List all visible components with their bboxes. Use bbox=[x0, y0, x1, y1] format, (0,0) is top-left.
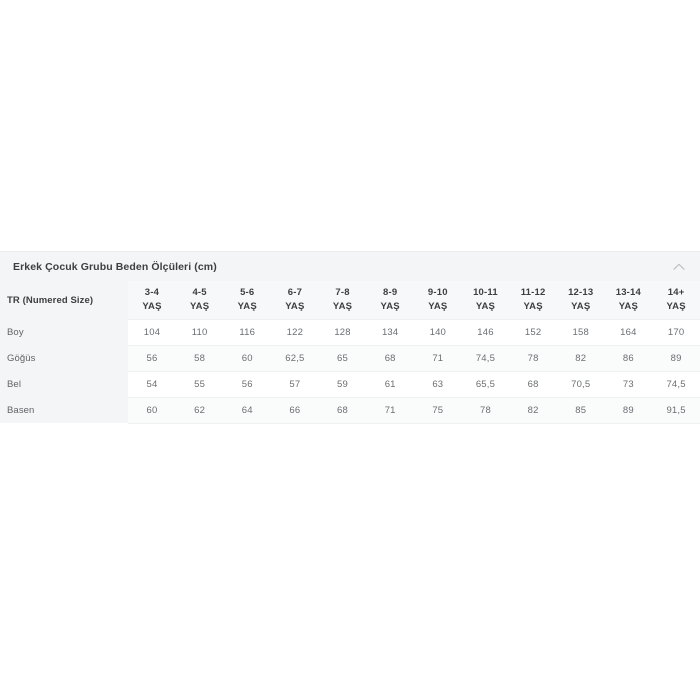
page-title: Erkek Çocuk Grubu Beden Ölçüleri (cm) bbox=[13, 260, 217, 273]
table-row: Bel 54 55 56 57 59 61 63 65,5 68 70,5 73… bbox=[0, 370, 700, 397]
measurement-cell: 62 bbox=[175, 396, 224, 424]
measurement-cell: 170 bbox=[652, 318, 700, 345]
age-range-label: 8-9 bbox=[383, 286, 398, 298]
measurement-cell: 59 bbox=[318, 370, 367, 397]
measurement-cell: 110 bbox=[175, 318, 224, 345]
measurement-cell: 78 bbox=[509, 344, 557, 371]
measurement-cell: 86 bbox=[604, 344, 653, 371]
age-range-label: 10-11 bbox=[473, 286, 498, 298]
measurement-cell: 158 bbox=[556, 318, 605, 345]
measurement-cell: 70,5 bbox=[556, 370, 605, 397]
row-label: Göğüs bbox=[0, 345, 129, 371]
age-unit-label: YAŞ bbox=[428, 300, 448, 312]
measurement-cell: 66 bbox=[271, 396, 319, 424]
age-range-label: 7-8 bbox=[335, 286, 350, 298]
column-header-age: 6-7 YAŞ bbox=[271, 281, 319, 319]
measurement-cell: 63 bbox=[414, 370, 462, 397]
table-header-row: TR (Numered Size) 3-4 YAŞ 4-5 YAŞ 5-6 YA… bbox=[0, 281, 700, 319]
column-header-age: 12-13 YAŞ bbox=[556, 281, 605, 319]
age-range-label: 12-13 bbox=[568, 286, 594, 298]
measurement-cell: 140 bbox=[414, 318, 462, 345]
measurement-cell: 146 bbox=[461, 318, 510, 345]
age-unit-label: YAŞ bbox=[571, 300, 591, 312]
age-unit-label: YAŞ bbox=[475, 300, 496, 312]
measurement-cell: 85 bbox=[556, 396, 605, 424]
column-header-age: 9-10 YAŞ bbox=[414, 281, 462, 319]
age-range-label: 5-6 bbox=[240, 286, 255, 298]
table-row: Boy 104 110 116 122 128 134 140 146 152 … bbox=[0, 318, 700, 345]
column-header-age: 13-14 YAŞ bbox=[604, 281, 653, 319]
measurement-cell: 64 bbox=[223, 396, 272, 424]
column-header-age: 8-9 YAŞ bbox=[366, 281, 414, 319]
age-unit-label: YAŞ bbox=[189, 300, 210, 312]
measurement-cell: 104 bbox=[128, 318, 176, 345]
column-header-age: 5-6 YAŞ bbox=[223, 281, 272, 319]
measurement-cell: 152 bbox=[509, 318, 557, 345]
row-label: Bel bbox=[0, 371, 129, 397]
measurement-cell: 78 bbox=[461, 396, 510, 424]
measurement-cell: 58 bbox=[175, 344, 224, 371]
measurement-cell: 55 bbox=[175, 370, 224, 397]
measurement-cell: 122 bbox=[271, 318, 319, 345]
age-range-label: 4-5 bbox=[192, 286, 207, 298]
age-unit-label: YAŞ bbox=[142, 300, 162, 312]
measurement-cell: 65 bbox=[318, 344, 367, 371]
age-range-label: 14+ bbox=[667, 286, 685, 298]
column-header-age: 4-5 YAŞ bbox=[175, 281, 224, 319]
age-range-label: 9-10 bbox=[427, 286, 448, 298]
size-chart-panel: Erkek Çocuk Grubu Beden Ölçüleri (cm) TR… bbox=[0, 251, 700, 424]
column-header-size: TR (Numered Size) bbox=[0, 281, 129, 319]
age-range-label: 13-14 bbox=[615, 286, 642, 298]
measurement-cell: 74,5 bbox=[652, 370, 700, 397]
row-label: Boy bbox=[0, 319, 129, 345]
measurement-cell: 54 bbox=[128, 370, 176, 397]
measurement-cell: 128 bbox=[318, 318, 367, 345]
column-header-age: 11-12 YAŞ bbox=[509, 281, 557, 319]
size-chart-header[interactable]: Erkek Çocuk Grubu Beden Ölçüleri (cm) bbox=[0, 252, 700, 281]
measurement-cell: 62,5 bbox=[271, 344, 319, 371]
column-header-age: 10-11 YAŞ bbox=[461, 281, 510, 319]
measurement-cell: 74,5 bbox=[461, 344, 510, 371]
age-unit-label: YAŞ bbox=[285, 300, 305, 312]
measurement-cell: 73 bbox=[604, 370, 653, 397]
age-unit-label: YAŞ bbox=[237, 300, 257, 312]
measurement-cell: 71 bbox=[366, 396, 414, 424]
column-header-age: 14+ YAŞ bbox=[652, 281, 700, 319]
measurement-cell: 68 bbox=[318, 396, 367, 424]
measurement-cell: 68 bbox=[366, 344, 414, 371]
measurement-cell: 89 bbox=[652, 344, 700, 371]
measurement-cell: 56 bbox=[223, 370, 272, 397]
measurement-cell: 164 bbox=[604, 318, 653, 345]
measurement-cell: 89 bbox=[604, 396, 653, 424]
measurement-cell: 82 bbox=[556, 344, 605, 371]
age-unit-label: YAŞ bbox=[618, 300, 639, 312]
table-row: Göğüs 56 58 60 62,5 65 68 71 74,5 78 82 … bbox=[0, 344, 700, 371]
measurement-cell: 82 bbox=[509, 396, 557, 424]
measurement-cell: 75 bbox=[414, 396, 462, 424]
age-unit-label: YAŞ bbox=[380, 300, 400, 312]
column-header-age: 7-8 YAŞ bbox=[318, 281, 367, 319]
measurement-cell: 61 bbox=[366, 370, 414, 397]
measurement-cell: 60 bbox=[223, 344, 272, 371]
measurement-cell: 57 bbox=[271, 370, 319, 397]
age-range-label: 3-4 bbox=[144, 286, 160, 298]
measurement-cell: 116 bbox=[223, 318, 272, 345]
age-range-label: 11-12 bbox=[520, 286, 546, 298]
chevron-up-icon[interactable] bbox=[670, 258, 688, 276]
measurement-cell: 68 bbox=[509, 370, 557, 397]
measurement-cell: 134 bbox=[366, 318, 414, 345]
row-label: Basen bbox=[0, 397, 129, 423]
measurement-cell: 56 bbox=[128, 344, 176, 371]
measurement-cell: 91,5 bbox=[652, 396, 700, 424]
age-unit-label: YAŞ bbox=[523, 300, 543, 312]
measurement-cell: 71 bbox=[414, 344, 462, 371]
age-unit-label: YAŞ bbox=[332, 300, 353, 312]
measurement-cell: 60 bbox=[128, 396, 176, 424]
age-unit-label: YAŞ bbox=[666, 300, 686, 312]
size-measurements-table: TR (Numered Size) 3-4 YAŞ 4-5 YAŞ 5-6 YA… bbox=[0, 281, 700, 424]
column-header-age: 3-4 YAŞ bbox=[128, 281, 176, 319]
age-range-label: 6-7 bbox=[287, 286, 303, 298]
table-row: Basen 60 62 64 66 68 71 75 78 82 85 89 9… bbox=[0, 396, 700, 424]
measurement-cell: 65,5 bbox=[461, 370, 510, 397]
